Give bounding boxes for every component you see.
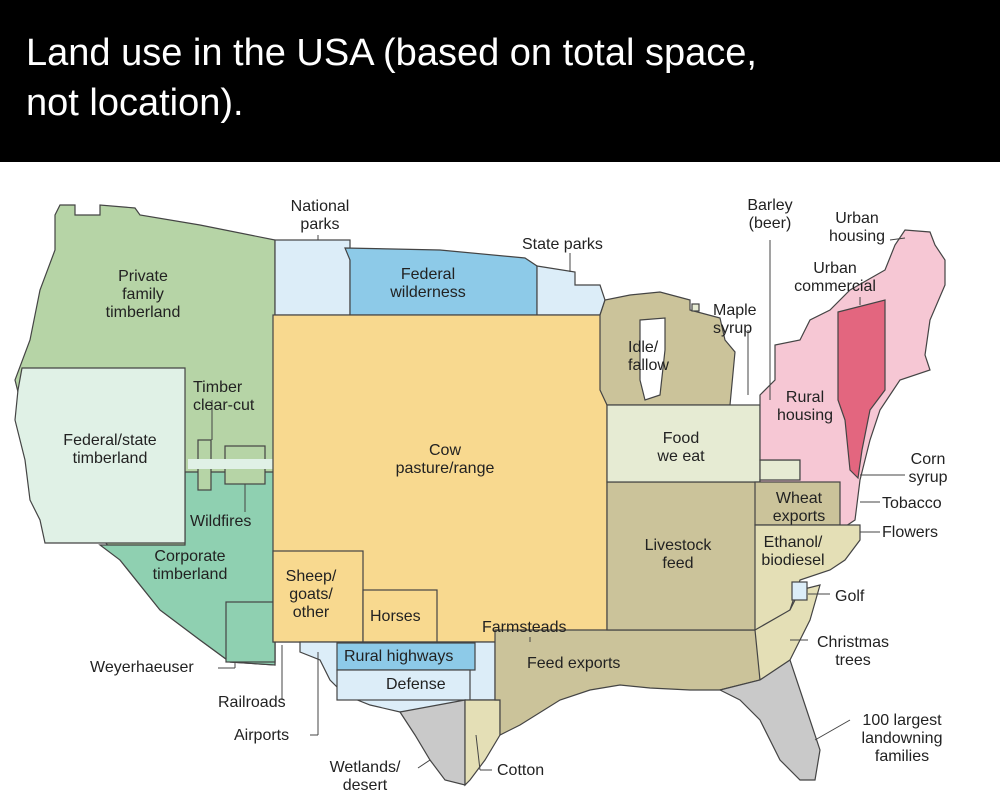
label-urban-housing: Urban housing [828,210,886,245]
label-rural-highways: Rural highways [344,648,454,665]
label-wheat-exports: Wheat exports [772,490,826,525]
label-federal-wilderness: Federal wilderness [390,266,466,301]
label-livestock-feed: Livestock feed [644,537,712,572]
land-use-map [14,204,946,787]
label-sheep-goats: Sheep/ goats/ other [285,568,337,621]
label-rural-housing: Rural housing [776,389,834,424]
label-largest-families: 100 largest landowning families [861,712,943,765]
label-feed-exports: Feed exports [527,655,621,672]
region-food-we-eat [606,404,761,483]
region-cotton [464,699,501,787]
title-bar: Land use in the USA (based on total spac… [0,0,1000,162]
label-tobacco: Tobacco [882,495,942,512]
region-weyerhaeuser [225,601,276,663]
label-corporate-timberland: Corporate timberland [152,548,228,583]
region-feed-exports [494,629,761,736]
page-title: Land use in the USA (based on total spac… [26,32,757,124]
region-timber-strip [188,459,275,469]
label-food-we-eat: Food we eat [657,430,705,465]
label-timber-clear-cut: Timber clear-cut [193,379,255,414]
region-idle-gap [639,317,666,401]
label-cow-pasture: Cow pasture/range [395,442,495,477]
label-farmsteads: Farmsteads [482,619,567,636]
leader-lines [211,235,906,771]
label-barley-beer: Barley (beer) [747,197,793,232]
region-sheep-goats [272,550,364,643]
region-state-parks [536,265,606,316]
label-golf: Golf [835,588,865,605]
label-national-parks: National parks [290,198,350,233]
label-idle-fallow: Idle/ fallow [628,339,669,374]
region-wheat-exports [754,481,841,526]
label-cotton: Cotton [497,762,545,779]
label-flowers: Flowers [882,524,939,541]
label-airports: Airports [234,727,290,744]
label-corn-syrup: Corn syrup [908,451,948,486]
region-national-parks [274,239,351,316]
region-urban-commercial [837,299,886,480]
region-wetlands-desert [399,699,466,786]
label-wetlands-desert: Wetlands/ desert [329,759,401,794]
region-rural-highways [336,642,476,671]
region-livestock-feed [606,481,758,631]
label-horses: Horses [370,608,421,625]
region-federal-state-timberland [14,367,186,544]
label-railroads: Railroads [218,694,286,711]
label-private-family-timberland: Private family timberland [105,268,181,321]
label-federal-state-timberland: Federal/state timberland [63,432,157,467]
label-weyerhaeuser: Weyerhaeuser [90,659,194,676]
label-maple-syrup: Maple syrup [713,302,757,337]
region-golf [791,581,808,601]
label-ethanol-biodiesel: Ethanol/ biodiesel [761,534,825,569]
maple-syrup-marker [691,303,700,312]
label-christmas-trees: Christmas trees [816,634,890,669]
region-defense [336,669,471,701]
label-wildfires: Wildfires [190,513,252,530]
region-largest-families [718,659,821,781]
label-defense: Defense [386,676,446,693]
region-horses [362,589,438,643]
label-urban-commercial: Urban commercial [794,260,876,295]
label-state-parks: State parks [522,236,603,253]
region-food-extra [759,459,801,483]
